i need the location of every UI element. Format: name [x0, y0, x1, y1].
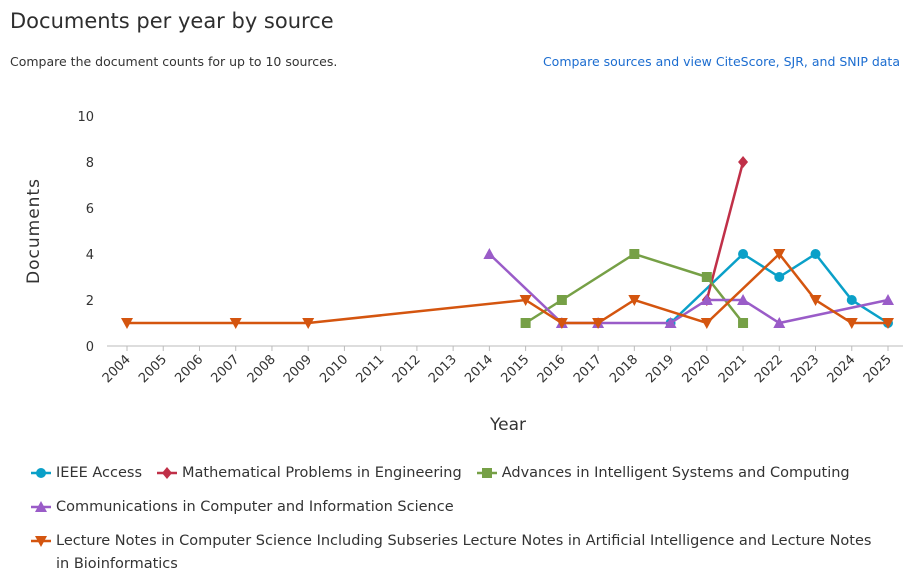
x-tick-label: 2011: [353, 352, 387, 386]
title: Documents per year by source: [10, 9, 334, 33]
y-tick-label: 0: [86, 340, 94, 355]
chart: Documents per year by source Compare the…: [10, 9, 903, 435]
legend: IEEE Access Mathematical Problems in Engi…: [30, 462, 890, 576]
marker: [738, 318, 749, 328]
marker: [555, 318, 568, 329]
y-tick-label: 6: [86, 202, 94, 217]
marker: [629, 249, 640, 259]
marker: [701, 272, 712, 282]
y-tick-label: 8: [86, 156, 94, 171]
legend-label: Communications in Computer and Informati…: [56, 499, 454, 515]
marker: [882, 318, 894, 329]
marker: [628, 295, 641, 306]
legend-item[interactable]: IEEE Access: [30, 462, 142, 485]
x-tick-label: 2004: [100, 352, 134, 386]
marker: [700, 318, 713, 329]
x-tick-label: 2015: [498, 352, 532, 386]
series-line: [669, 252, 889, 325]
series-line: [127, 252, 888, 325]
marker: [592, 318, 605, 329]
x-tick-label: 2024: [825, 352, 859, 386]
series-line: [705, 161, 745, 301]
x-tick-label: 2023: [788, 352, 822, 386]
legend-item[interactable]: Advances in Intelligent Systems and Comp…: [476, 462, 850, 485]
marker: [664, 317, 677, 328]
legend-label: Advances in Intelligent Systems and Comp…: [501, 465, 850, 481]
x-tick-label: 2007: [209, 352, 243, 386]
x-tick-label: 2010: [317, 352, 351, 386]
marker: [882, 294, 894, 305]
x-tick-label: 2014: [462, 352, 496, 386]
x-tick-label: 2013: [426, 352, 460, 386]
marker: [481, 468, 492, 478]
marker: [738, 156, 749, 168]
x-tick-label: 2017: [571, 352, 605, 386]
x-tick-label: 2006: [172, 352, 206, 386]
subtitle: Compare the document counts for up to 10…: [10, 54, 337, 69]
x-tick-label: 2025: [861, 352, 895, 386]
y-tick-label: 4: [86, 248, 94, 263]
marker: [773, 317, 786, 328]
x-tick-label: 2022: [752, 352, 786, 386]
x-tick-label: 2005: [136, 352, 170, 386]
marker: [35, 536, 47, 547]
marker: [738, 249, 749, 259]
x-tick-label: 2018: [607, 352, 641, 386]
marker: [737, 294, 750, 305]
legend-item[interactable]: Mathematical Problems in Engineering: [156, 462, 462, 485]
y-tick-label: 10: [77, 110, 94, 125]
legend-icon: [31, 501, 51, 512]
legend-label: IEEE Access: [56, 465, 143, 481]
marker: [520, 318, 531, 328]
legend-item[interactable]: Communications in Computer and Informati…: [30, 496, 454, 519]
x-tick-label: 2009: [281, 352, 315, 386]
legend-icon: [476, 468, 497, 478]
marker: [846, 295, 857, 305]
x-tick-label: 2021: [716, 352, 750, 386]
x-tick-label: 2012: [390, 352, 424, 386]
marker: [35, 501, 47, 512]
marker: [810, 249, 821, 259]
marker: [774, 272, 785, 282]
marker: [121, 318, 133, 329]
compare-link[interactable]: Compare sources and view CiteScore, SJR,…: [543, 54, 900, 69]
marker: [700, 294, 713, 305]
marker: [773, 249, 786, 260]
marker: [556, 295, 567, 305]
marker: [302, 318, 315, 329]
x-tick-label: 2008: [245, 352, 279, 386]
x-tick-label: 2020: [680, 352, 714, 386]
marker: [809, 295, 822, 306]
x-tick-label: 2016: [535, 352, 569, 386]
marker: [36, 468, 46, 478]
marker: [845, 318, 858, 329]
legend-icon: [31, 536, 51, 547]
marker: [229, 318, 242, 329]
legend-label: Lecture Notes in Computer Science Includ…: [56, 533, 872, 572]
legend-label: Mathematical Problems in Engineering: [182, 465, 462, 481]
series-line: [488, 253, 889, 325]
legend-item[interactable]: Lecture Notes in Computer Science Includ…: [30, 530, 876, 576]
marker: [162, 467, 173, 479]
marker: [483, 248, 496, 259]
x-tick-label: 2019: [643, 352, 677, 386]
y-axis-label: Documents: [24, 178, 44, 284]
x-axis-label: Year: [489, 415, 526, 435]
legend-icon: [157, 467, 178, 479]
y-tick-label: 2: [86, 294, 94, 309]
marker: [519, 295, 532, 306]
legend-icon: [31, 468, 51, 478]
